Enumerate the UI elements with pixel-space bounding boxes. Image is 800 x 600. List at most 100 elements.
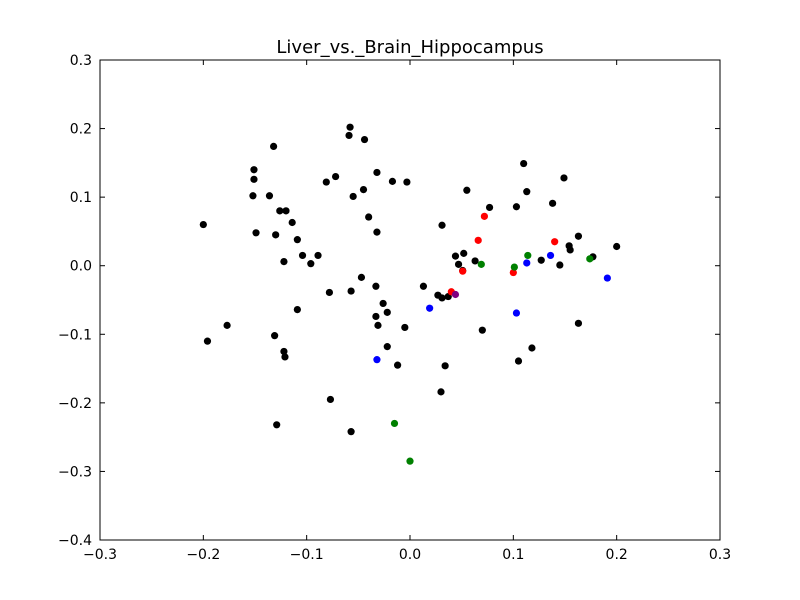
data-point: [471, 257, 479, 265]
data-point: [512, 203, 521, 211]
data-point: [537, 256, 545, 264]
data-point: [293, 306, 301, 314]
data-point: [298, 251, 307, 260]
data-point: [459, 267, 467, 275]
data-point: [460, 249, 468, 257]
data-point: [345, 131, 353, 140]
y-tick-label: 0.0: [70, 259, 92, 275]
data-point: [322, 178, 330, 186]
data-point: [307, 260, 315, 268]
y-tick-label: −0.3: [58, 464, 92, 480]
data-point: [250, 166, 258, 174]
data-point: [401, 323, 409, 332]
data-point: [551, 238, 559, 246]
data-point: [280, 258, 288, 266]
y-tick-label: 0.2: [70, 122, 92, 138]
data-point: [280, 347, 288, 356]
data-point: [270, 142, 278, 150]
data-point: [372, 282, 380, 290]
data-point: [520, 159, 528, 168]
data-point: [383, 308, 391, 316]
data-point: [403, 178, 411, 186]
data-point: [406, 457, 414, 465]
data-point: [203, 337, 212, 345]
data-point: [524, 251, 532, 260]
data-point: [523, 259, 531, 267]
x-tick-label: −0.2: [186, 547, 220, 563]
data-point: [273, 421, 281, 429]
data-point: [359, 186, 368, 194]
data-point: [383, 343, 391, 351]
x-tick-label: −0.1: [290, 547, 324, 563]
series-0: [199, 123, 621, 436]
series-1: [447, 212, 559, 296]
data-point: [379, 299, 387, 308]
data-point: [463, 186, 471, 194]
data-point: [223, 321, 231, 329]
data-point: [357, 273, 366, 281]
data-point: [372, 312, 380, 321]
data-point: [265, 192, 274, 200]
data-point: [272, 231, 280, 239]
data-point: [252, 229, 260, 237]
data-point: [373, 228, 381, 236]
data-point: [549, 199, 557, 207]
data-point: [419, 282, 428, 290]
data-points: [199, 123, 621, 465]
data-point: [613, 242, 621, 251]
data-point: [347, 287, 355, 295]
data-point: [271, 332, 279, 340]
plot-area: [100, 60, 720, 540]
data-point: [451, 290, 460, 299]
data-point: [293, 236, 301, 244]
data-point: [438, 294, 446, 302]
data-point: [510, 263, 518, 271]
data-point: [480, 212, 488, 220]
data-point: [332, 172, 340, 181]
data-point: [282, 207, 290, 215]
data-point: [281, 353, 289, 361]
data-point: [451, 252, 460, 260]
data-point: [574, 319, 583, 327]
data-point: [478, 326, 486, 334]
data-point: [276, 207, 284, 215]
y-tick-label: −0.2: [58, 396, 92, 412]
y-tick-label: 0.3: [70, 53, 92, 69]
data-point: [374, 321, 382, 329]
data-point: [441, 362, 449, 370]
data-point: [477, 260, 485, 268]
data-point: [474, 236, 482, 244]
x-tick-label: 0.0: [399, 547, 421, 563]
plot-frame: [99, 59, 721, 541]
data-point: [566, 246, 574, 254]
data-point: [373, 356, 381, 364]
x-tick-label: −0.3: [83, 547, 117, 563]
data-point: [349, 192, 357, 201]
data-point: [523, 188, 531, 196]
data-point: [454, 260, 463, 268]
data-point: [546, 251, 555, 260]
series-3: [390, 251, 594, 465]
data-point: [314, 251, 322, 260]
data-point: [365, 213, 373, 221]
data-point: [556, 261, 564, 269]
data-point: [586, 255, 594, 263]
data-point: [485, 203, 494, 212]
data-point: [528, 344, 536, 352]
data-point: [437, 388, 445, 396]
data-point: [603, 274, 611, 282]
data-point: [250, 175, 258, 183]
data-point: [325, 288, 333, 297]
data-point: [347, 428, 355, 436]
y-tick-label: −0.1: [58, 327, 92, 343]
data-point: [514, 357, 523, 365]
data-point: [388, 177, 397, 185]
data-point: [373, 168, 381, 177]
y-tick-label: −0.4: [58, 533, 92, 549]
data-point: [390, 419, 399, 428]
data-point: [509, 268, 517, 277]
data-point: [574, 232, 583, 240]
x-tick-label: 0.2: [606, 547, 628, 563]
data-point: [249, 192, 257, 200]
